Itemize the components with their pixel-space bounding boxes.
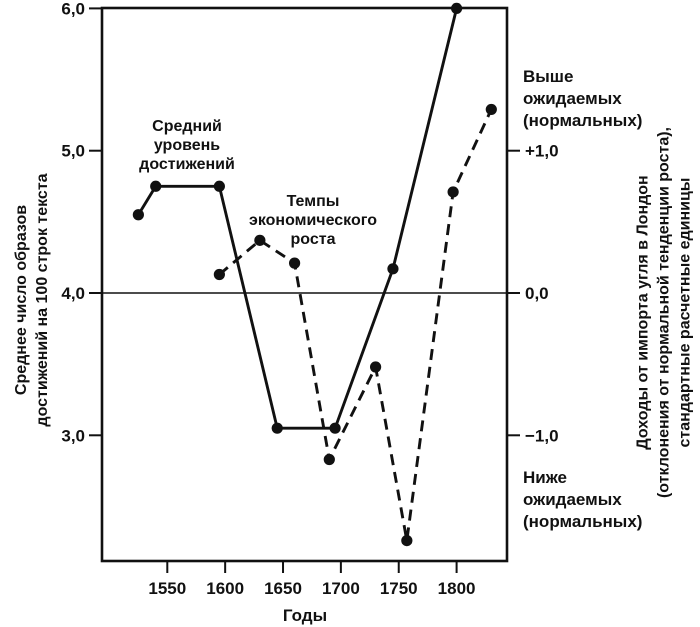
x-axis-tick-label: 1700: [322, 579, 360, 598]
data-point-marker: [213, 180, 225, 192]
annotation-growth-series: Темпы экономического роста: [249, 193, 377, 248]
left-axis-tick-label: 3,0: [61, 426, 85, 445]
data-point-marker: [288, 257, 301, 269]
data-point-marker: [271, 422, 283, 434]
data-point-marker: [329, 422, 341, 434]
left-axis-tick-label: 4,0: [61, 284, 85, 303]
plot-border: [100, 6, 509, 563]
x-axis-tick-label: 1550: [148, 579, 186, 598]
right-axis-tick-label: −1,0: [525, 426, 559, 445]
data-point-marker: [401, 535, 413, 547]
x-axis-tick-label: 1750: [380, 579, 418, 598]
right-axis-tick-label: +1,0: [525, 142, 559, 161]
data-point-marker: [369, 361, 382, 373]
annotation-achievement-series: Средний уровень достижений: [139, 118, 235, 173]
data-point-marker: [447, 186, 459, 198]
data-point-marker: [254, 234, 266, 246]
left-axis-tick-label: 5,0: [61, 142, 85, 161]
data-point-marker: [132, 209, 144, 221]
x-axis-tick-label: 1800: [438, 579, 476, 598]
x-axis-title: Годы: [282, 606, 328, 625]
series-line-growth: [218, 108, 493, 543]
data-point-marker: [323, 453, 335, 466]
right-axis-tick-label: 0,0: [525, 284, 549, 303]
left-axis-title: Среднее число образов достижений на 100 …: [13, 173, 51, 427]
data-point-marker: [451, 2, 463, 15]
data-point-marker: [485, 103, 497, 116]
right-axis-above-expected-label: Выше ожидаемых (нормальных): [523, 67, 643, 130]
x-axis-tick-label: 1650: [264, 579, 302, 598]
data-point-marker: [387, 263, 399, 275]
data-point-marker: [150, 180, 162, 192]
data-point-marker: [213, 268, 225, 281]
x-axis-tick-label: 1600: [206, 579, 244, 598]
left-axis-tick-label: 6,0: [61, 0, 85, 18]
right-axis-below-expected-label: Ниже ожидаемых (нормальных): [523, 468, 643, 531]
